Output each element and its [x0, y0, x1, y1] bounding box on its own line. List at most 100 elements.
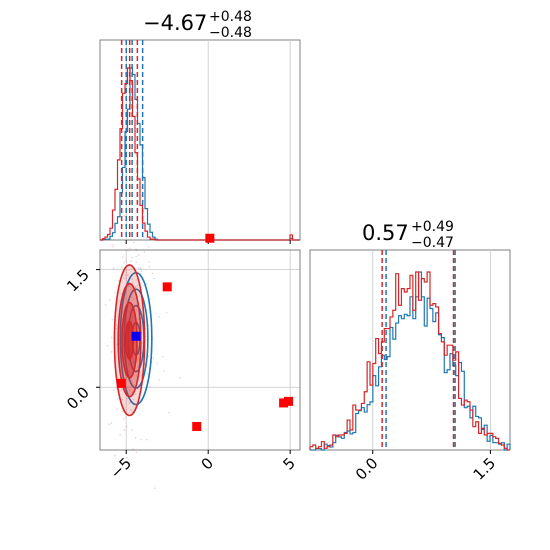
- joint-marker: [284, 396, 294, 406]
- joint-sample-point: [110, 351, 113, 353]
- joint-marker: [162, 282, 172, 292]
- joint-sample-point: [125, 378, 128, 381]
- joint-sample-point: [156, 362, 158, 365]
- joint-sample-point: [121, 266, 123, 269]
- joint-sample-point: [167, 411, 170, 414]
- joint-sample-point: [153, 487, 156, 489]
- joint-sample-point: [145, 335, 147, 338]
- joint-sample-point: [147, 355, 150, 357]
- joint-sample-point: [137, 254, 140, 257]
- joint-sample-point: [179, 376, 181, 379]
- joint-sample-point: [128, 402, 131, 404]
- joint-sample-point: [153, 277, 155, 280]
- joint-sample-point: [132, 298, 135, 300]
- panel-joint-p0-p1: [96, 203, 301, 489]
- joint-sample-point: [139, 267, 142, 269]
- joint-sample-point: [108, 299, 111, 301]
- joint-sample-point: [145, 236, 148, 239]
- joint-sample-point: [140, 272, 142, 275]
- joint-sample-point: [121, 410, 123, 413]
- joint-sample-point: [123, 214, 126, 217]
- joint-marker: [116, 378, 126, 388]
- title-p0: −4.67 +0.48 −0.48: [143, 9, 252, 41]
- joint-sample-point: [129, 389, 131, 391]
- joint-sample-point: [143, 284, 145, 287]
- joint-sample-point: [132, 398, 135, 401]
- joint-sample-point: [114, 454, 116, 457]
- joint-sample-point: [135, 261, 138, 264]
- joint-sample-point: [113, 389, 115, 391]
- joint-ytick-label: 0.0: [63, 383, 93, 413]
- joint-sample-point: [165, 311, 168, 314]
- joint-sample-point: [110, 336, 113, 339]
- joint-sample-point: [136, 360, 139, 362]
- joint-sample-point: [120, 292, 122, 295]
- joint-sample-point: [125, 259, 128, 262]
- title-p0-value: −4.67: [143, 11, 207, 35]
- joint-sample-point: [148, 265, 151, 268]
- p0-hist-series-1: [100, 67, 300, 241]
- joint-sample-point: [112, 244, 115, 246]
- joint-sample-point: [104, 304, 107, 306]
- joint-sample-point: [163, 370, 165, 372]
- joint-sample-point: [125, 276, 128, 279]
- joint-sample-point: [125, 271, 128, 274]
- joint-sample-point: [134, 393, 137, 396]
- title-p0-upper: +0.48: [209, 9, 252, 25]
- joint-sample-point: [123, 429, 126, 431]
- joint-sample-point: [116, 408, 118, 410]
- joint-sample-point: [131, 448, 134, 450]
- p1-xtick-label: 1.5: [470, 454, 500, 484]
- panel-p0-histogram: [99, 39, 301, 244]
- joint-sample-point: [125, 274, 127, 277]
- joint-sample-point: [136, 203, 139, 206]
- joint-sample-point: [144, 356, 147, 359]
- joint-sample-point: [137, 267, 140, 269]
- joint-sample-point: [126, 457, 128, 459]
- joint-xtick-label: −5: [107, 454, 135, 482]
- joint-sample-point: [151, 272, 154, 275]
- joint-xtick-label: 5: [280, 454, 299, 473]
- joint-sample-point: [115, 324, 118, 326]
- joint-sample-point: [135, 256, 137, 258]
- joint-sample-point: [143, 251, 146, 254]
- joint-sample-point: [131, 296, 133, 299]
- joint-sample-point: [108, 423, 110, 425]
- joint-sample-point: [131, 256, 133, 259]
- joint-sample-point: [135, 279, 137, 281]
- joint-sample-point: [135, 375, 138, 377]
- joint-marker: [192, 421, 202, 431]
- joint-sample-point: [137, 366, 139, 369]
- joint-sample-point: [111, 245, 114, 248]
- joint-sample-point: [128, 247, 131, 249]
- joint-sample-point: [127, 274, 129, 276]
- title-p1: 0.57 +0.49 −0.47: [362, 219, 454, 251]
- joint-sample-point: [123, 377, 126, 379]
- title-p1-upper: +0.49: [411, 219, 454, 235]
- joint-sample-point: [134, 437, 137, 439]
- joint-sample-point: [143, 236, 145, 239]
- joint-sample-point: [134, 286, 137, 288]
- joint-sample-point: [158, 315, 160, 318]
- joint-ytick-label: 1.5: [63, 266, 93, 296]
- joint-sample-point: [131, 278, 133, 280]
- joint-sample-point: [130, 260, 132, 262]
- joint-sample-point: [140, 438, 142, 441]
- joint-sample-point: [129, 386, 131, 389]
- title-p1-lower: −0.47: [411, 235, 454, 251]
- joint-sample-point: [123, 277, 125, 280]
- joint-sample-point: [124, 416, 127, 419]
- joint-sample-point: [137, 358, 140, 361]
- joint-sample-point: [122, 418, 125, 420]
- joint-sample-point: [111, 318, 114, 321]
- joint-sample-point: [114, 292, 117, 294]
- joint-sample-point: [161, 355, 164, 358]
- joint-sample-point: [125, 425, 128, 428]
- joint-sample-point: [149, 298, 151, 300]
- joint-sample-point: [135, 309, 138, 311]
- p1-xtick-label: 0.0: [352, 454, 382, 484]
- joint-frame: [99, 249, 301, 451]
- joint-sample-point: [121, 388, 123, 391]
- joint-sample-point: [119, 433, 121, 436]
- joint-sample-point: [112, 267, 115, 270]
